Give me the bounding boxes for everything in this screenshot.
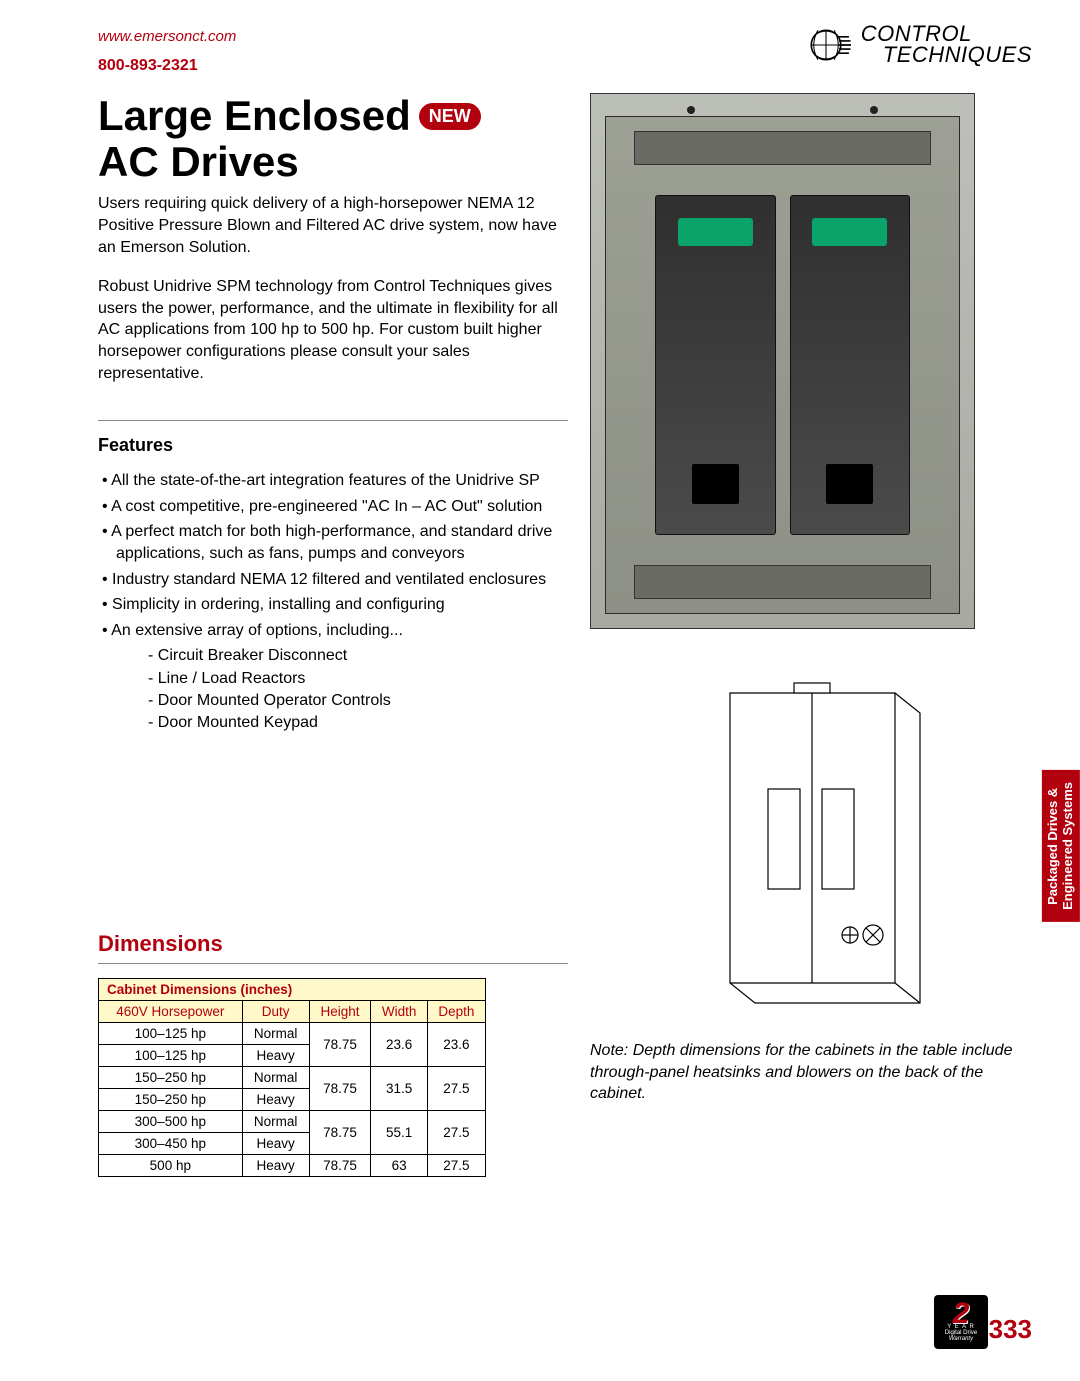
brand-logo: CONTROL TECHNIQUES — [801, 24, 1032, 66]
table-title: Cabinet Dimensions (inches) — [99, 978, 486, 1000]
busbar-bottom — [634, 565, 931, 599]
table-row: 150–250 hpNormal 78.7531.527.5 — [99, 1066, 486, 1088]
table-row: 500 hpHeavy 78.756327.5 — [99, 1154, 486, 1176]
features-list: All the state-of-the-art integration fea… — [98, 470, 568, 641]
col-height: Height — [309, 1000, 371, 1022]
feature-item: Industry standard NEMA 12 filtered and v… — [98, 569, 568, 591]
features-heading: Features — [98, 420, 568, 456]
feature-item: A cost competitive, pre-engineered "AC I… — [98, 496, 568, 518]
header-left: www.emersonct.com 800-893-2321 — [98, 28, 236, 75]
right-column: Note: Depth dimensions for the cabinets … — [590, 93, 1032, 1177]
drive-modules — [655, 195, 909, 535]
dimensions-table: Cabinet Dimensions (inches) 460V Horsepo… — [98, 978, 486, 1177]
photo-panel — [605, 116, 960, 614]
title-line2: AC Drives — [98, 139, 568, 185]
col-depth: Depth — [427, 1000, 485, 1022]
option-item: Door Mounted Operator Controls — [158, 690, 568, 712]
intro-paragraph-2: Robust Unidrive SPM technology from Cont… — [98, 276, 568, 384]
feature-item: A perfect match for both high-performanc… — [98, 521, 568, 564]
option-item: Line / Load Reactors — [158, 668, 568, 690]
warranty-years: 2 — [953, 1303, 970, 1324]
cabinet-diagram — [700, 671, 925, 1011]
feature-item: Simplicity in ordering, installing and c… — [98, 594, 568, 616]
col-duty: Duty — [242, 1000, 309, 1022]
logo-text: CONTROL TECHNIQUES — [861, 24, 1032, 66]
drive-module — [655, 195, 775, 535]
logo-line2: TECHNIQUES — [861, 45, 1032, 66]
option-item: Door Mounted Keypad — [158, 712, 568, 734]
title-line1: Large Enclosed — [98, 93, 411, 139]
main-content: Large Enclosed NEW AC Drives Users requi… — [98, 93, 1032, 1177]
table-row: 100–125 hpNormal 78.7523.623.6 — [99, 1022, 486, 1044]
col-hp: 460V Horsepower — [99, 1000, 243, 1022]
dimensions-note: Note: Depth dimensions for the cabinets … — [590, 1040, 1032, 1105]
new-badge: NEW — [419, 103, 481, 130]
drive-module — [790, 195, 910, 535]
feature-item: All the state-of-the-art integration fea… — [98, 470, 568, 492]
globe-icon — [801, 27, 851, 63]
feature-item: An extensive array of options, including… — [98, 620, 568, 642]
options-sublist: Circuit Breaker Disconnect Line / Load R… — [158, 645, 568, 735]
warranty-badge: 2 Y E A R Digital Drive Warranty — [934, 1295, 988, 1349]
dimensions-section: Dimensions Cabinet Dimensions (inches) 4… — [98, 931, 568, 1177]
busbar-top — [634, 131, 931, 165]
website-url: www.emersonct.com — [98, 28, 236, 45]
dimensions-heading: Dimensions — [98, 931, 568, 964]
left-column: Large Enclosed NEW AC Drives Users requi… — [98, 93, 568, 1177]
drive-photo — [590, 93, 975, 629]
section-tab: Packaged Drives &Engineered Systems — [1042, 770, 1080, 922]
page-header: www.emersonct.com 800-893-2321 CONTROL T… — [98, 28, 1032, 75]
warranty-label: Warranty — [949, 1336, 973, 1342]
page-title: Large Enclosed NEW AC Drives — [98, 93, 568, 185]
page-number: 333 — [989, 1314, 1032, 1345]
option-item: Circuit Breaker Disconnect — [158, 645, 568, 667]
phone-number: 800-893-2321 — [98, 57, 236, 75]
intro-paragraph-1: Users requiring quick delivery of a high… — [98, 193, 568, 258]
col-width: Width — [371, 1000, 427, 1022]
table-row: 300–500 hpNormal 78.7555.127.5 — [99, 1110, 486, 1132]
